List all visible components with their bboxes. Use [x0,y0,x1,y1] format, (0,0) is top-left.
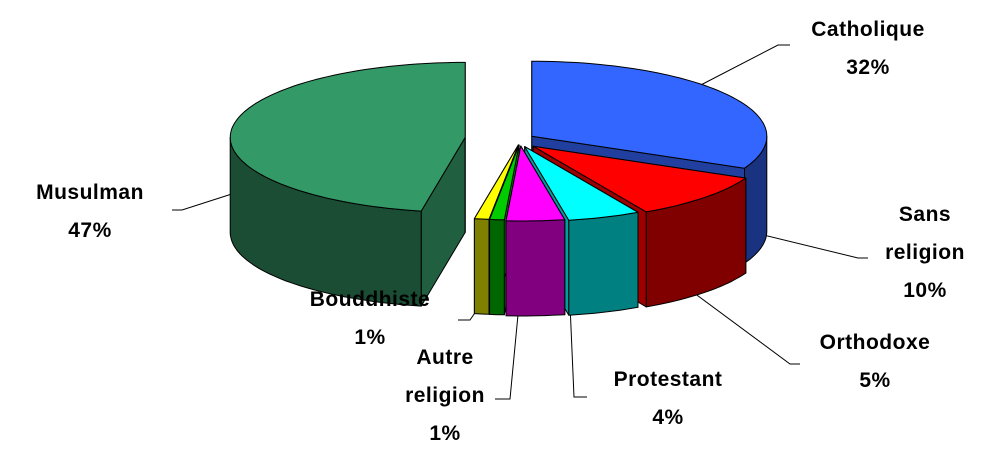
slice-label: Musulman 47% [0,174,190,250]
slice-top [505,145,566,222]
slice-side [568,211,639,316]
slice-value-label: 4% [652,406,684,429]
pie-slice [505,145,566,317]
slice-value-label: 1% [429,422,461,445]
slice-category-label: Catholique [811,18,925,41]
slice-category-label: Bouddhiste [309,288,431,311]
slice-value-label: 1% [354,326,386,349]
leader-lines [172,44,868,400]
slice-side [489,218,505,316]
leader-line [734,227,868,259]
page: {"chart_data": {"type": "pie", "three_d"… [0,11,980,445]
slice-category-label: Orthodoxe [819,331,931,354]
slice-value-label: 47% [68,219,112,242]
chart [172,44,868,400]
slice-label: Sans religion 10% [870,196,980,310]
slice-top [524,146,639,221]
slice-top [531,60,768,169]
slice-side [505,219,566,317]
leader-line [172,191,239,211]
slice-category-label: Sans religion [885,203,965,264]
slice-value-label: 32% [846,56,890,79]
pie-slice [229,61,466,307]
slice-top [532,145,747,213]
slice-category-label: Musulman [36,181,144,204]
leader-line [694,44,790,89]
slice-top [489,144,520,221]
pie-slice [524,146,639,316]
slice-label: Bouddhiste 1% [270,281,470,357]
slice-top [229,61,466,212]
slice-category-label: Protestant [613,368,723,391]
slice-label: Orthodoxe 5% [775,324,975,400]
slice-label: Protestant 4% [568,361,768,437]
slice-top [473,144,519,220]
slice-side [473,218,490,315]
slice-value-label: 5% [859,369,891,392]
slice-label: Autre religion 1% [390,339,500,453]
slice-category-label: Autre religion [405,346,485,407]
slice-label: Catholique 32% [768,11,968,87]
slice-value-label: 10% [903,279,947,302]
